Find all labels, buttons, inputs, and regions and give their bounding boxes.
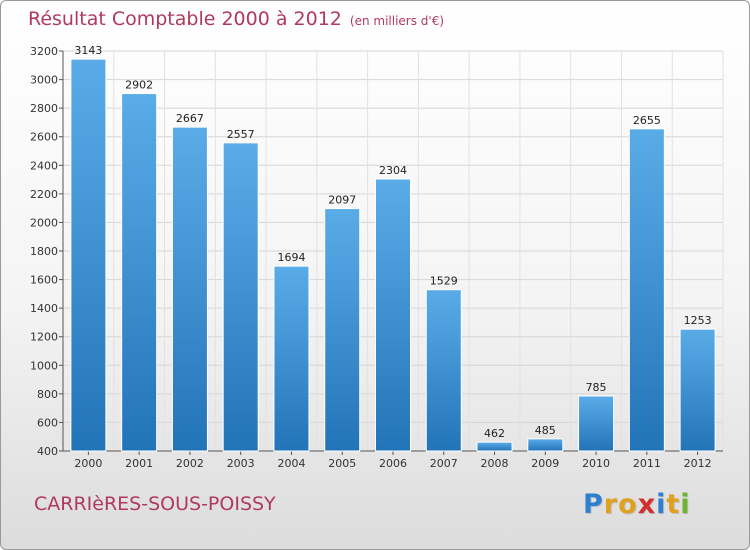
y-tick-label-1400: 1400 [30, 302, 58, 315]
bar-2006 [375, 178, 411, 452]
x-tick-label-2009: 2009 [531, 457, 559, 470]
logo-letter: r [603, 489, 619, 520]
y-tick-label-1200: 1200 [30, 331, 58, 344]
logo-letter: i [680, 489, 691, 520]
value-label-2008: 462 [484, 427, 505, 440]
chart-title: Résultat Comptable 2000 à 2012 (en millie… [28, 8, 444, 30]
bar-2012 [679, 328, 716, 452]
value-label-2009: 485 [535, 424, 556, 437]
y-tick-label-1000: 1000 [30, 359, 58, 372]
bars [70, 58, 716, 452]
proxiti-logo[interactable]: Proxiti [583, 489, 691, 520]
x-tick-label-2002: 2002 [176, 457, 204, 470]
y-tick-label-1600: 1600 [30, 274, 58, 287]
logo-letter: t [666, 489, 681, 520]
y-tick-label-800: 800 [37, 388, 58, 401]
value-label-2003: 2557 [227, 128, 255, 141]
x-tick-label-2001: 2001 [125, 457, 153, 470]
y-tick-label-1800: 1800 [30, 245, 58, 258]
y-tick-label-2000: 2000 [30, 216, 58, 229]
y-tick-label-3000: 3000 [30, 74, 58, 87]
x-tick-label-2008: 2008 [481, 457, 509, 470]
bar-2000 [70, 58, 107, 452]
bar-2010 [578, 395, 615, 452]
x-tick-label-2000: 2000 [74, 457, 102, 470]
x-tick-label-2011: 2011 [633, 457, 661, 470]
bar-2004 [273, 265, 310, 452]
x-tick-label-2012: 2012 [684, 457, 712, 470]
bar-2003 [222, 142, 259, 452]
x-tick-label-2003: 2003 [227, 457, 255, 470]
bar-2001 [121, 93, 158, 452]
town-name: CARRIèRES-SOUS-POISSY [34, 493, 276, 515]
value-label-2004: 1694 [277, 251, 305, 264]
value-label-2006: 2304 [379, 164, 407, 177]
y-tick-label-400: 400 [37, 445, 58, 458]
value-label-2005: 2097 [328, 194, 356, 207]
x-tick-label-2007: 2007 [430, 457, 458, 470]
chart-title-text: Résultat Comptable 2000 à 2012 [28, 8, 342, 30]
bar-2009 [527, 438, 564, 452]
y-tick-label-2200: 2200 [30, 188, 58, 201]
labels: 3143 2000 2902 2001 2667 2002 2557 2003 1694 2004… [74, 44, 711, 470]
x-tick-label-2005: 2005 [328, 457, 356, 470]
bar-2002 [171, 126, 208, 452]
value-label-2000: 3143 [74, 44, 102, 57]
y-tick-label-2600: 2600 [30, 131, 58, 144]
y-tick-label-3200: 3200 [30, 45, 58, 58]
x-tick-label-2004: 2004 [277, 457, 305, 470]
value-label-2011: 2655 [633, 114, 661, 127]
logo-letter: o [618, 489, 638, 520]
chart-unit-note: (en milliers d'€) [349, 14, 445, 28]
value-label-2012: 1253 [684, 314, 712, 327]
x-tick-label-2010: 2010 [582, 457, 610, 470]
logo-letter: P [583, 489, 604, 520]
value-label-2001: 2902 [125, 79, 153, 92]
bar-2008 [476, 441, 513, 452]
value-label-2010: 785 [586, 381, 607, 394]
value-label-2002: 2667 [176, 112, 204, 125]
y-tick-label-2400: 2400 [30, 159, 58, 172]
logo-letter: x [637, 489, 657, 520]
logo-letter: i [656, 489, 667, 520]
bar-2007 [425, 289, 462, 452]
value-label-2007: 1529 [430, 275, 458, 288]
y-tick-label-2800: 2800 [30, 102, 58, 115]
x-tick-label-2006: 2006 [379, 457, 407, 470]
bar-2011 [628, 128, 665, 452]
bar-2005 [324, 208, 361, 452]
y-tick-label-600: 600 [37, 416, 58, 429]
